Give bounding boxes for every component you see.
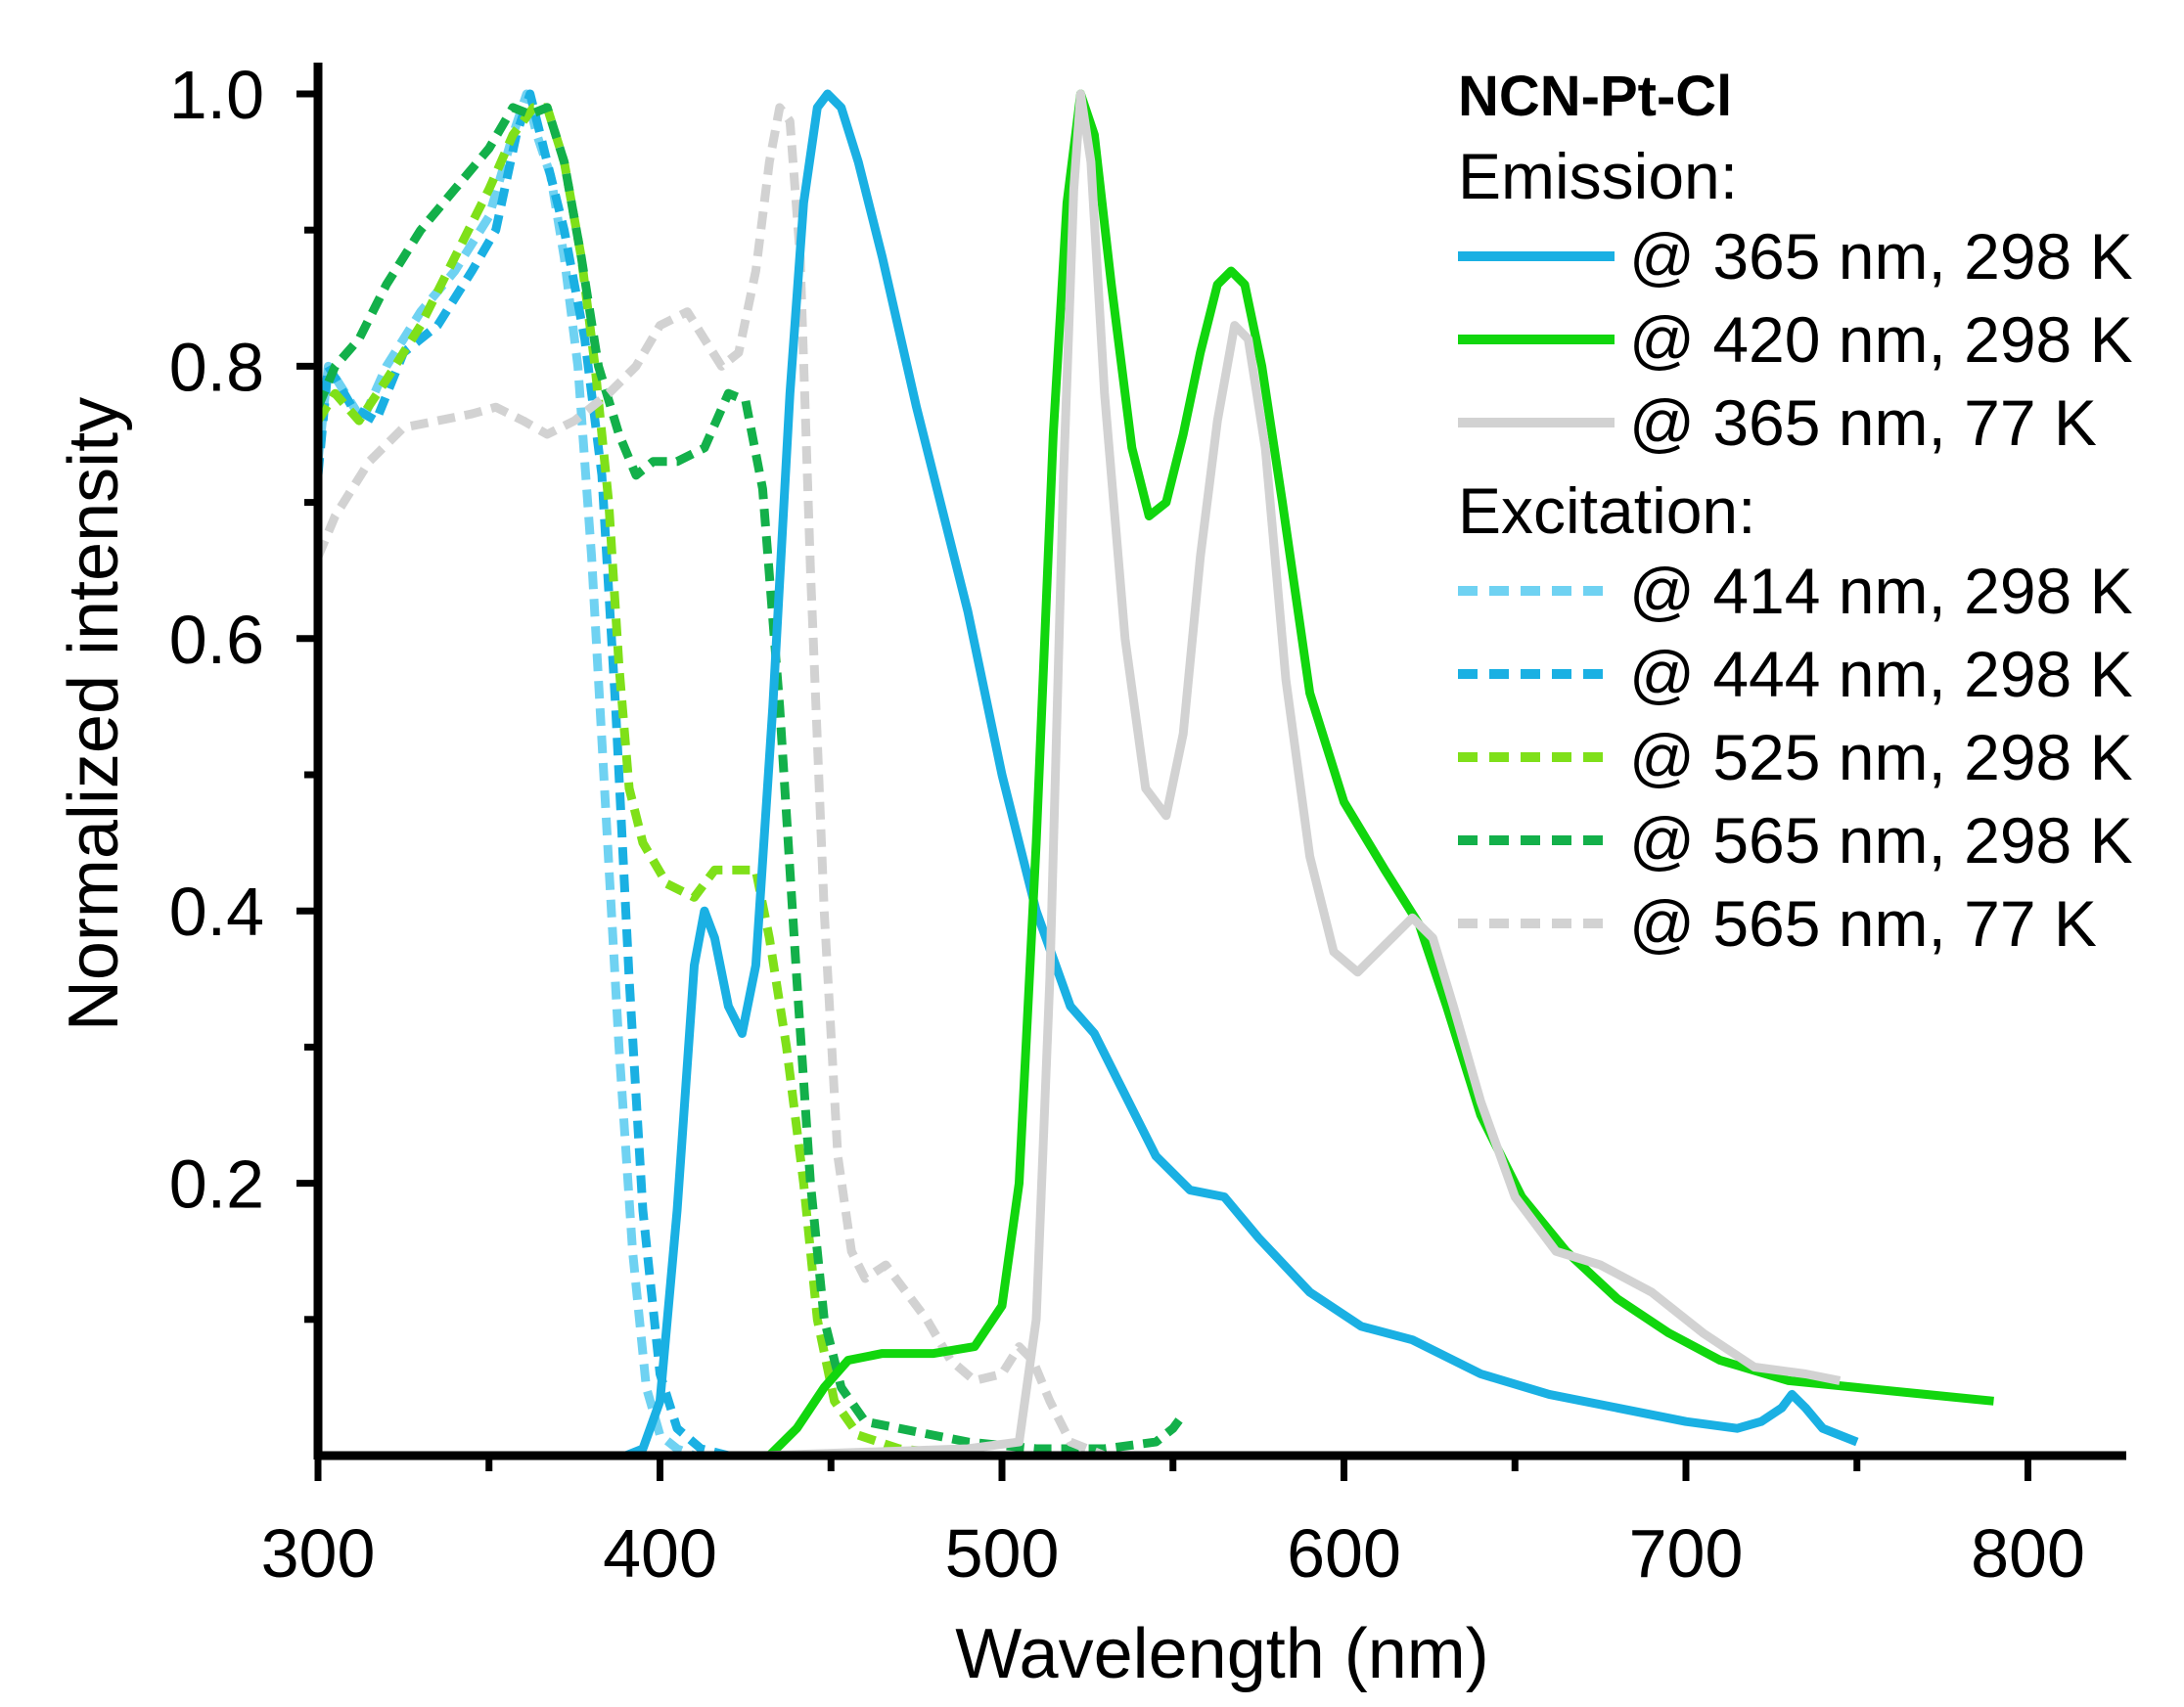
plot-lines bbox=[313, 89, 1994, 1460]
series-line-2 bbox=[766, 89, 1994, 1460]
y-ticks: 0.2 0.4 0.6 0.8 1.0 bbox=[169, 57, 318, 1324]
legend-title: NCN-Pt-Cl bbox=[1458, 65, 1732, 128]
legend-label: @ 525 nm, 298 K bbox=[1629, 721, 2133, 793]
y-axis-title: Normalized intensity bbox=[55, 397, 133, 1031]
x-ticks: 300 400 500 600 700 800 bbox=[261, 1456, 2085, 1592]
x-tick-label: 600 bbox=[1287, 1515, 1401, 1592]
series-line-5 bbox=[313, 89, 730, 1460]
legend-label: @ 444 nm, 298 K bbox=[1629, 638, 2133, 710]
legend-label: @ 565 nm, 77 K bbox=[1629, 887, 2097, 960]
legend-label: @ 565 nm, 298 K bbox=[1629, 804, 2133, 876]
x-tick-label: 500 bbox=[945, 1515, 1060, 1592]
x-tick-label: 400 bbox=[603, 1515, 717, 1592]
legend-label: @ 365 nm, 77 K bbox=[1629, 386, 2097, 459]
legend-label: @ 365 nm, 298 K bbox=[1629, 220, 2133, 292]
y-tick-label: 0.8 bbox=[169, 329, 264, 405]
x-tick-label: 700 bbox=[1629, 1515, 1744, 1592]
y-tick-label: 0.2 bbox=[169, 1146, 264, 1223]
legend-emission-header: Emission: bbox=[1458, 140, 1738, 212]
legend-entries: @ 365 nm, 298 K @ 420 nm, 298 K @ 365 nm, … bbox=[1458, 220, 2133, 960]
x-tick-label: 300 bbox=[261, 1515, 376, 1592]
series-line-6 bbox=[314, 103, 969, 1460]
y-tick-label: 1.0 bbox=[169, 57, 264, 133]
y-tick-label: 0.6 bbox=[169, 602, 264, 678]
series-line-8 bbox=[313, 103, 1107, 1460]
legend: NCN-Pt-Cl Emission: Excitation: @ 365 nm… bbox=[1458, 65, 2133, 960]
series-line-7 bbox=[313, 103, 1187, 1454]
series-line-4 bbox=[313, 89, 697, 1460]
y-tick-label: 0.4 bbox=[169, 874, 264, 950]
x-tick-label: 800 bbox=[1971, 1515, 2085, 1592]
axes: 300 400 500 600 700 800 0.2 0.4 0.6 0.8 1.0 bbox=[169, 57, 2126, 1592]
x-axis-title: Wavelength (nm) bbox=[955, 1615, 1489, 1693]
series-line-3 bbox=[762, 89, 1842, 1460]
legend-excitation-header: Excitation: bbox=[1458, 474, 1755, 547]
legend-label: @ 414 nm, 298 K bbox=[1629, 555, 2133, 627]
legend-label: @ 420 nm, 298 K bbox=[1629, 303, 2133, 376]
